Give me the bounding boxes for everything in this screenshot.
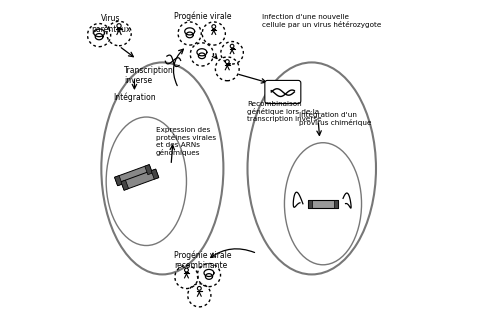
Text: Infection d'une nouvelle
cellule par un virus hétérozygote: Infection d'une nouvelle cellule par un … bbox=[262, 14, 381, 29]
Text: Progénie virale
recombinante: Progénie virale recombinante bbox=[174, 250, 232, 270]
Polygon shape bbox=[121, 180, 129, 190]
Bar bbox=[334, 200, 338, 208]
Bar bbox=[308, 200, 312, 208]
Polygon shape bbox=[121, 169, 159, 190]
Text: Recombinaison
génétique lors de la
transcription inverse: Recombinaison génétique lors de la trans… bbox=[248, 101, 322, 122]
Bar bbox=[308, 200, 338, 208]
Text: Progénie virale: Progénie virale bbox=[174, 12, 232, 21]
Text: Intégration d'un
provirus chimérique: Intégration d'un provirus chimérique bbox=[299, 110, 371, 126]
Text: Expression des
protéines virales
et des ARNs
génomiques: Expression des protéines virales et des … bbox=[156, 127, 216, 156]
Text: Transcription
inverse: Transcription inverse bbox=[124, 66, 174, 85]
FancyBboxPatch shape bbox=[265, 80, 301, 104]
Text: Intégration: Intégration bbox=[113, 93, 156, 102]
Polygon shape bbox=[114, 176, 122, 186]
Text: Virus
parentaux: Virus parentaux bbox=[91, 14, 131, 34]
Polygon shape bbox=[145, 165, 152, 175]
Polygon shape bbox=[114, 165, 152, 186]
Polygon shape bbox=[151, 169, 159, 179]
